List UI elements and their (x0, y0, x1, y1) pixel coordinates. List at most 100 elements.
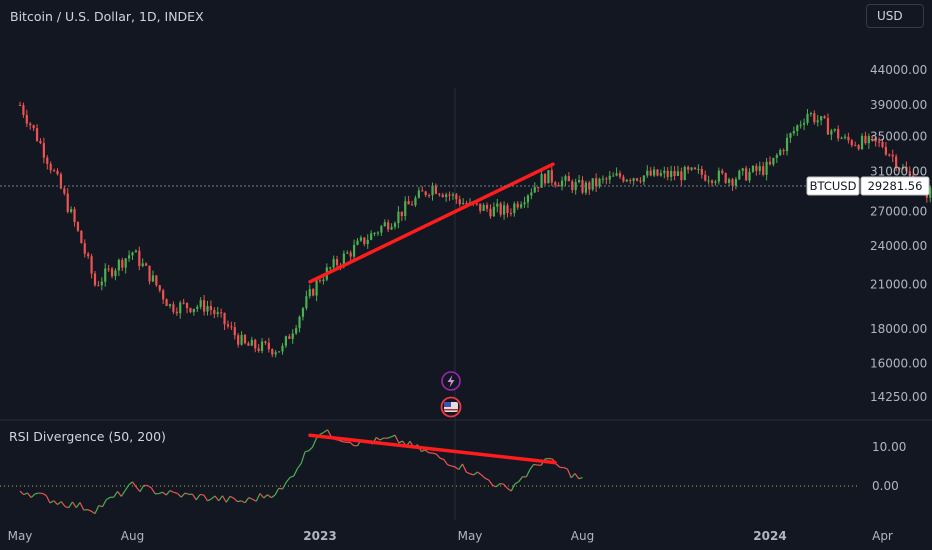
candle-body (35, 128, 39, 141)
indicator-trendline[interactable] (308, 433, 557, 465)
candle-body (158, 285, 161, 291)
candle-body (32, 125, 35, 129)
candle-body (560, 180, 564, 187)
price-trendline[interactable] (308, 162, 555, 284)
candle-body (762, 166, 765, 175)
indicator-tick-label: 10.00 (872, 440, 906, 454)
candle-body (179, 302, 182, 314)
candle-body (138, 250, 141, 267)
indicator-segment (45, 495, 51, 504)
indicator-segment (184, 492, 189, 495)
candle-body (59, 174, 63, 189)
price-tick-label: 35000.00 (870, 129, 927, 143)
candle-body (710, 180, 714, 183)
candle-body (52, 170, 56, 172)
candle-body (155, 275, 158, 286)
candle-body (312, 289, 315, 296)
indicator-axis[interactable]: 10.00 0.00 (872, 440, 906, 493)
candle-body (346, 252, 349, 254)
candle-body (434, 185, 438, 194)
price-tick-label: 24000.00 (870, 239, 927, 253)
indicator-segment (64, 505, 69, 509)
price-tag: BTCUSD 29281.56 (806, 176, 930, 196)
indicator-segment (158, 491, 163, 495)
indicator-segment (529, 464, 535, 470)
candle-body (288, 336, 291, 339)
candle-body (110, 268, 114, 277)
indicator-segment (525, 469, 531, 478)
candle-body (687, 167, 690, 170)
candle-body (199, 300, 202, 307)
indicator-segment (87, 509, 92, 512)
indicator-segment (210, 495, 216, 500)
indicator-segment (214, 495, 220, 502)
indicator-segment (128, 481, 133, 486)
indicator-segment (278, 487, 283, 490)
candle-body (898, 167, 901, 169)
candle-body (145, 263, 148, 266)
candle-body (192, 308, 195, 313)
candle-body (806, 113, 809, 123)
candle-body (741, 168, 744, 171)
candle-body (479, 203, 482, 211)
candle-body (533, 187, 536, 193)
candle-body (349, 252, 352, 257)
indicator-segment (375, 436, 381, 441)
indicator-segment (533, 463, 538, 466)
indicator-segment (240, 500, 246, 504)
indicator-segment (120, 490, 126, 497)
candle-body (291, 333, 294, 339)
time-tick-label: 2023 (303, 529, 336, 543)
indicator-segment (293, 468, 299, 477)
candle-body (755, 165, 758, 171)
candle-body (813, 113, 816, 123)
candle-body (70, 209, 73, 213)
candle-body (301, 308, 305, 317)
candle-body (867, 136, 870, 144)
indicator-segment (451, 465, 456, 468)
candle-body (121, 259, 124, 268)
candle-body (789, 133, 792, 138)
price-tick-label: 21000.00 (870, 278, 927, 292)
us-flag-event-icon[interactable] (440, 396, 462, 418)
indicator-segment (387, 436, 392, 439)
indicator-segment (165, 490, 171, 496)
candle-body (370, 233, 373, 240)
candle-body (127, 255, 131, 259)
currency-button[interactable]: USD (866, 4, 924, 28)
candle-body (93, 273, 97, 286)
indicator-segment (79, 502, 85, 511)
indicator-segment (297, 463, 302, 469)
time-axis[interactable]: MayAug2023MayAug2024AprJulOct (8, 529, 932, 543)
candle-body (802, 122, 806, 125)
candle-body (840, 138, 843, 140)
candle-body (352, 244, 356, 257)
candle-body (850, 140, 853, 146)
candle-body (758, 166, 761, 171)
candle-body (73, 209, 76, 223)
candle-body (329, 267, 332, 269)
candle-body (424, 191, 427, 196)
candle-body (274, 352, 277, 355)
indicator-segment (49, 500, 55, 504)
lightning-event-icon[interactable] (441, 371, 461, 391)
indicator-segment (177, 493, 182, 498)
candle-body (492, 206, 495, 217)
time-tick-label: May (8, 529, 33, 543)
candle-body (612, 175, 615, 177)
indicator-segment (311, 438, 317, 448)
indicator-segment (484, 477, 490, 481)
indicator-segment (147, 485, 152, 489)
price-tick-label: 31000.00 (870, 165, 927, 179)
candle-body (833, 128, 836, 131)
candle-body (458, 199, 461, 205)
indicator-segment (281, 481, 287, 490)
candle-body (315, 280, 318, 296)
candle-body (76, 222, 80, 231)
indicator-segment (435, 453, 441, 459)
indicator-segment (495, 483, 501, 488)
price-axis[interactable]: 44000.00 39000.00 35000.00 31000.00 27000.00… (870, 63, 927, 404)
indicator-segment (263, 494, 268, 499)
candle-body (100, 281, 103, 286)
